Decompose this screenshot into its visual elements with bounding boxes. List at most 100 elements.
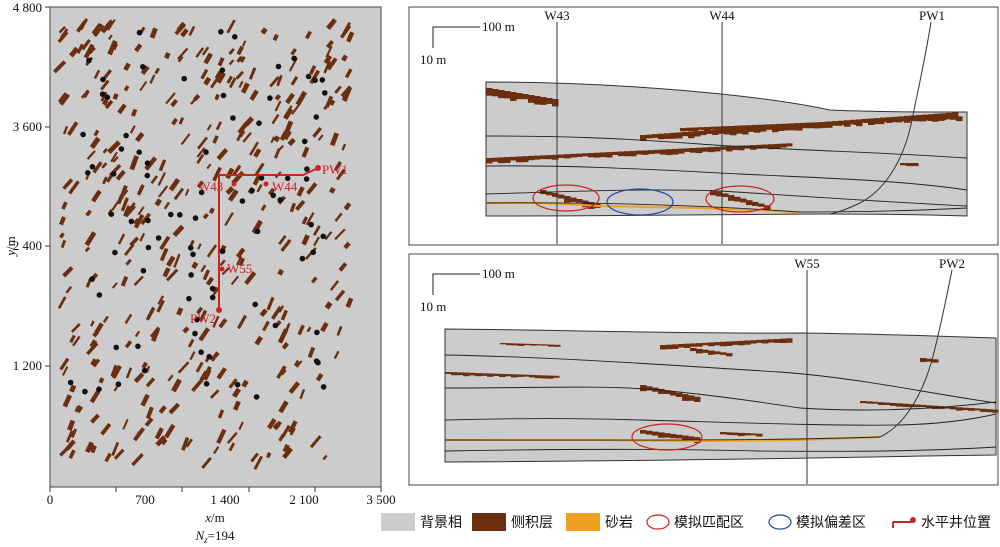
map-lateral-streak (301, 234, 310, 246)
section-bottom-lateral-cell (890, 403, 897, 406)
map-lateral-streak (235, 247, 246, 259)
map-lateral-streak (269, 76, 280, 88)
section-top-lateral-cell (752, 124, 759, 129)
map-well-dot (192, 215, 199, 221)
map-lateral-streak (181, 436, 190, 451)
section-top-lateral-cell (728, 126, 735, 130)
section-top-lateral-cell (552, 99, 559, 107)
map-lateral-streak (89, 136, 101, 149)
map-well-dot (89, 164, 96, 170)
map-well-dot (194, 316, 200, 323)
section-top-lateral-cell (912, 163, 919, 167)
map-lateral-streak (98, 377, 105, 384)
map-lateral-streak (329, 280, 340, 291)
map-lateral-streak (100, 422, 112, 436)
map-lateral-streak (218, 318, 228, 329)
map-lateral-streak (168, 402, 181, 415)
map-lateral-streak (270, 136, 275, 144)
map-well-dot (256, 120, 262, 126)
map-well-dot (168, 211, 174, 218)
section-bottom-lateral-cell (548, 344, 555, 347)
section-bottom-lateral-cell (517, 374, 524, 377)
map-lateral-streak (326, 57, 338, 71)
map-lateral-streak (144, 417, 154, 427)
map-lateral-streak (206, 244, 218, 258)
map-lateral-streak (237, 122, 248, 135)
section-top-lateral-cell (842, 121, 849, 125)
map-lateral-streak (53, 60, 67, 74)
legend-red-ellipse-icon (646, 514, 670, 530)
section-top-lateral-cell (676, 132, 683, 139)
map-lateral-streak (297, 324, 305, 336)
map-lateral-streak (140, 212, 151, 226)
section-top-lateral-cell (746, 200, 753, 206)
section-bottom-lateral-cell (968, 408, 975, 411)
map-lateral-streak (167, 374, 174, 382)
map-lateral-streak (226, 19, 236, 34)
map-lateral-streak (156, 299, 165, 313)
section-top-lateral-cell (594, 152, 601, 158)
section-top-lateral-cell (934, 113, 941, 118)
section-bottom-lateral-cell (878, 402, 885, 405)
section-top-lateral-cell (664, 133, 671, 139)
legend-label: 水平井位置 (921, 515, 991, 531)
pw2-marker (216, 307, 222, 313)
section-top-lateral-cell (946, 112, 953, 118)
map-lateral-streak (320, 321, 329, 333)
map-lateral-streak (226, 431, 238, 444)
map-lateral-streak (267, 187, 276, 196)
map-well-dot (96, 292, 103, 298)
map-well-dot (145, 244, 152, 251)
map-lateral-streak (115, 169, 126, 181)
map-lateral-streak (195, 47, 205, 58)
section-bottom-lateral-cell (688, 395, 695, 401)
map-lateral-streak (119, 184, 128, 199)
map-lateral-streak (102, 176, 108, 185)
map-lateral-streak (291, 103, 301, 115)
section-bottom-lateral-cell (670, 391, 677, 396)
legend-gray-swatch (381, 513, 415, 531)
map-well-dot (112, 249, 118, 256)
map-label-w44: W44 (272, 179, 298, 194)
map-lateral-streak (84, 246, 91, 253)
map-lateral-streak (149, 74, 156, 84)
section-bottom-lateral-cell (696, 348, 703, 354)
map-well-dot (284, 175, 291, 182)
section-top-lateral-cell (710, 190, 717, 196)
section-bottom-lateral-cell (732, 432, 739, 436)
map-lateral-streak (201, 457, 212, 469)
map-lateral-streak (290, 48, 297, 56)
section-top-lateral-cell (914, 118, 921, 122)
section-bottom-lateral-cell (732, 341, 739, 345)
map-lateral-streak (271, 113, 280, 125)
section-top-lateral-cell (688, 131, 695, 139)
map-well-dot (136, 29, 143, 36)
section-top-lateral-cell (938, 117, 945, 121)
map-lateral-streak (59, 357, 70, 371)
map-lateral-streak (154, 427, 164, 440)
legend: 背景相 侧积层 砂岩 模拟匹配区 模拟偏差区 水平井位置 (381, 513, 991, 531)
map-lateral-streak (310, 276, 318, 284)
map-lateral-streak (57, 31, 69, 44)
map-well-dot (252, 301, 258, 308)
map-lateral-streak (170, 98, 178, 108)
map-lateral-streak (285, 92, 295, 105)
map-lateral-streak (346, 31, 355, 43)
map-lateral-streak (280, 309, 288, 321)
section-top-lateral-cell (734, 125, 741, 130)
map-lateral-streak (272, 33, 279, 42)
map-lateral-streak (191, 378, 204, 392)
map-lateral-streak (282, 447, 293, 460)
section-bottom-scale-h: 100 m (482, 266, 515, 281)
map-lateral-streak (67, 419, 76, 431)
section-bottom-lateral-cell (640, 385, 647, 392)
map-lateral-streak (299, 389, 306, 400)
map-well-dot (123, 132, 129, 139)
section-top-lateral-cell (860, 120, 867, 123)
map-lateral-streak (75, 405, 84, 414)
map-lateral-streak (157, 172, 166, 186)
map-lateral-streak (250, 452, 259, 463)
map-lateral-streak (91, 189, 102, 203)
map-well-dot (198, 189, 205, 196)
map-lateral-streak (335, 168, 346, 181)
